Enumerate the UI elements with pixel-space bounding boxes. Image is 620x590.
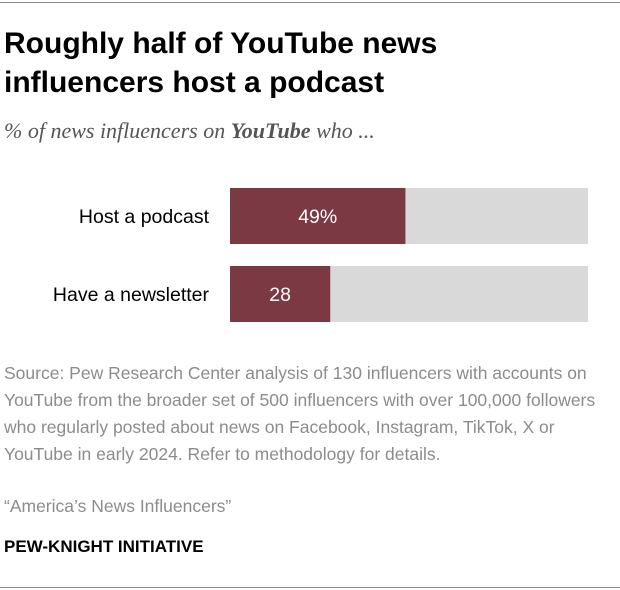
brand-label: PEW-KNIGHT INITIATIVE [4,537,204,556]
bottom-rule [0,587,620,588]
report-title: “America’s News Influencers” [4,496,232,516]
bar [230,188,406,244]
chart-title: Roughly half of YouTube news influencers… [4,24,604,102]
subtitle-after: who ... [310,118,375,143]
source-note: Source: Pew Research Center analysis of … [4,363,596,464]
subtitle-platform: YouTube [230,118,311,143]
data-label: 49% [298,206,337,228]
title-line-2: influencers host a podcast [4,66,385,99]
top-rule [0,2,620,3]
data-label: 28 [269,284,291,306]
category-label: Have a newsletter [53,284,210,306]
bar-chart: Host a podcast 49% Have a newsletter 28 [53,188,588,322]
title-line-1: Roughly half of YouTube news [4,27,438,60]
category-label: Host a podcast [79,206,210,228]
bar [230,266,331,322]
subtitle-before: % of news influencers on [4,118,231,143]
chart-subtitle: % of news influencers on YouTube who ... [4,116,604,146]
